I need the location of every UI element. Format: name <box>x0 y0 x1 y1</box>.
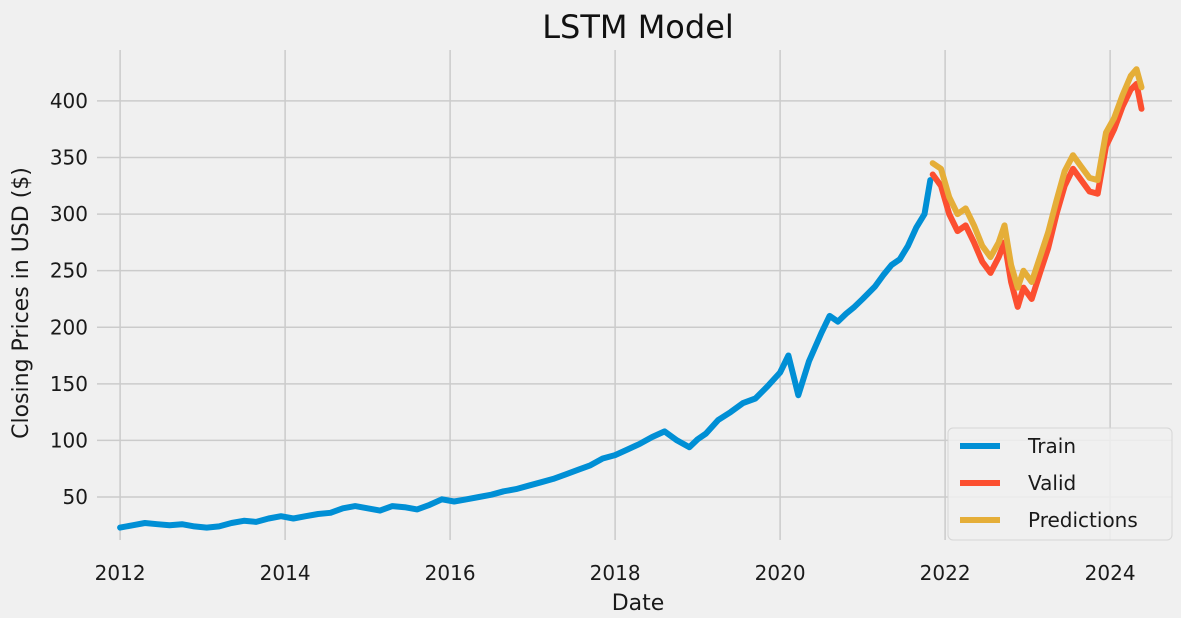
chart-title: LSTM Model <box>542 8 734 46</box>
legend-box <box>947 427 1173 541</box>
x-tick-label: 2020 <box>755 561 806 585</box>
y-tick-label: 50 <box>63 485 88 509</box>
x-tick-label: 2018 <box>590 561 641 585</box>
y-axis-label: Closing Prices in USD ($) <box>9 167 34 439</box>
series-line-valid <box>929 80 1145 310</box>
series-layer <box>117 66 1145 531</box>
y-tick-label: 400 <box>50 89 88 113</box>
y-tick-label: 100 <box>50 428 88 452</box>
legend-label-train: Train <box>1027 434 1076 458</box>
series-line-train <box>117 177 934 531</box>
y-tick-label: 250 <box>50 259 88 283</box>
legend-label-predictions: Predictions <box>1028 508 1138 532</box>
x-tick-label: 2016 <box>425 561 476 585</box>
y-tick-label: 200 <box>50 315 88 339</box>
y-tick-label: 350 <box>50 146 88 170</box>
series-line-predictions <box>929 66 1145 291</box>
x-axis-label: Date <box>612 591 665 616</box>
y-tick-labels: 50 100 150 200 250 300 350 400 <box>50 89 88 509</box>
x-tick-labels: 2012 2014 2016 2018 2020 2022 2024 <box>95 561 1136 585</box>
x-tick-label: 2014 <box>260 561 311 585</box>
x-tick-label: 2024 <box>1085 561 1136 585</box>
legend-label-valid: Valid <box>1028 471 1076 495</box>
x-tick-label: 2012 <box>95 561 146 585</box>
grid <box>97 50 1172 540</box>
x-tick-label: 2022 <box>920 561 971 585</box>
y-tick-label: 300 <box>50 202 88 226</box>
legend: Train Valid Predictions <box>947 427 1173 541</box>
y-tick-label: 150 <box>50 372 88 396</box>
